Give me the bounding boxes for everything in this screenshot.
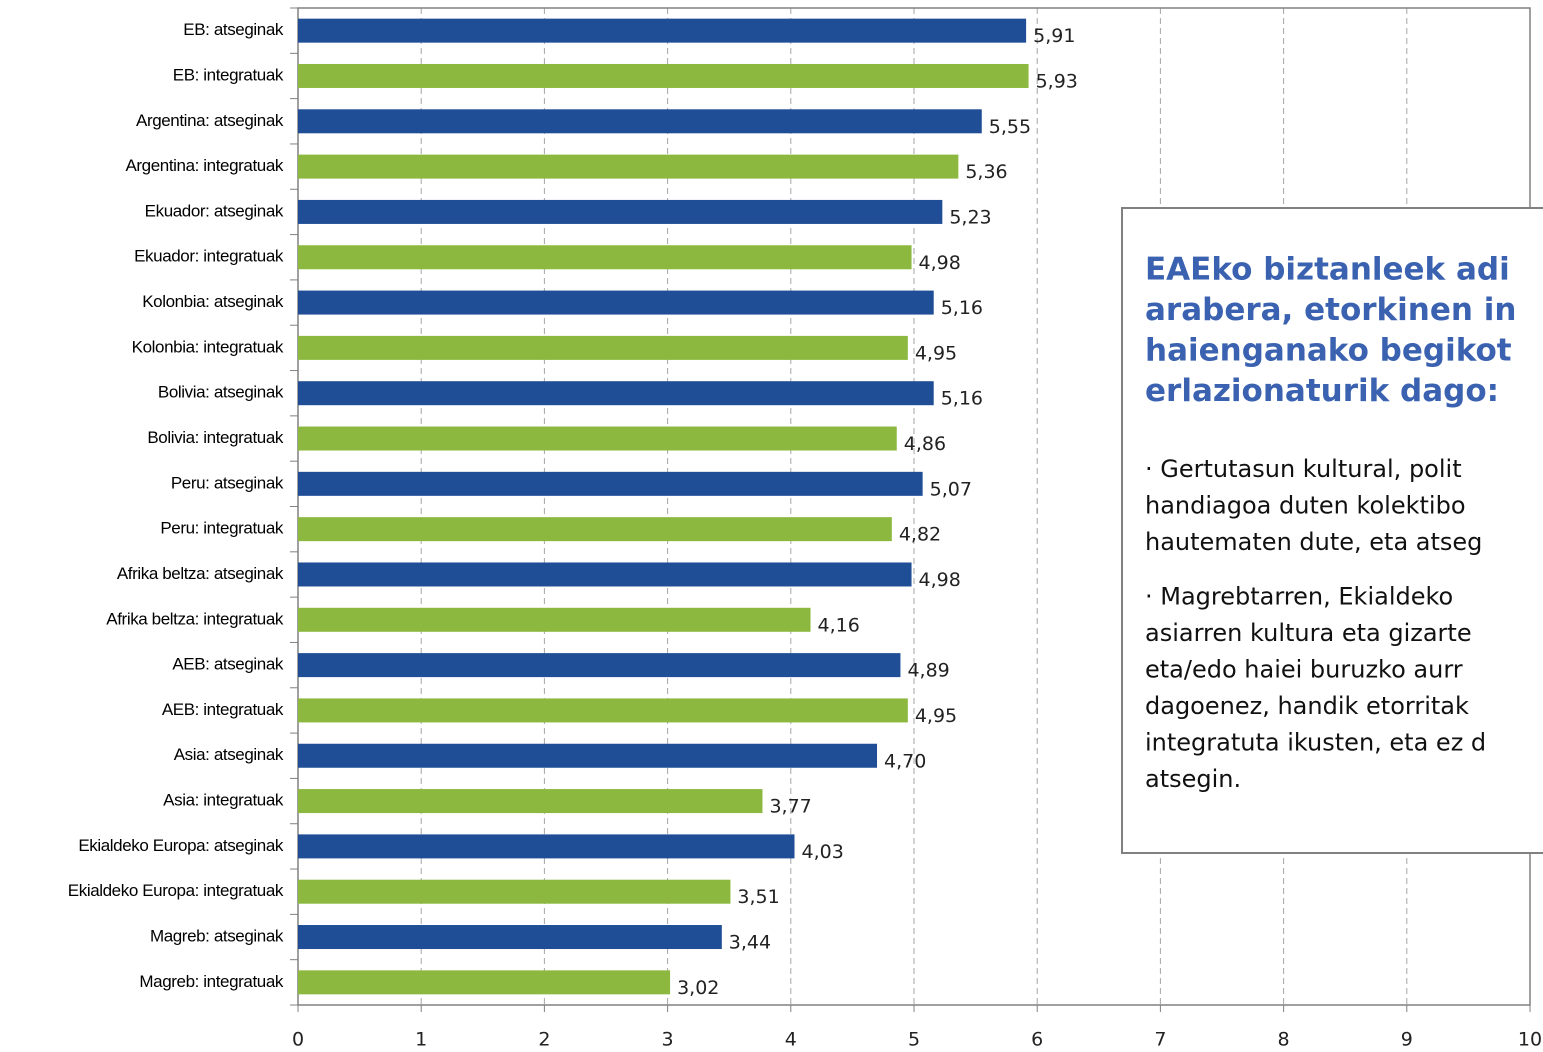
bar: [298, 970, 671, 995]
value-label: 5,93: [1036, 70, 1078, 92]
x-tick-label: 2: [538, 1029, 550, 1051]
y-tick-label: AEB: integratuak: [162, 700, 284, 719]
bar: [298, 834, 795, 859]
y-tick-label: Peru: atseginak: [171, 473, 284, 492]
annotation-text: dagoenez, handik etorritak: [1145, 692, 1469, 720]
y-tick-label: Bolivia: atseginak: [158, 383, 284, 402]
bar: [298, 109, 982, 134]
x-tick-label: 8: [1278, 1029, 1290, 1051]
y-tick-label: Asia: integratuak: [163, 791, 284, 810]
x-tick-label: 5: [908, 1029, 920, 1051]
annotation-text: atsegin.: [1145, 765, 1241, 793]
y-tick-label: Peru: integratuak: [160, 519, 284, 538]
bar: [298, 743, 878, 768]
bar: [298, 199, 943, 224]
bar: [298, 154, 959, 179]
y-tick-label: Ekialdeko Europa: atseginak: [78, 836, 284, 855]
bar: [298, 562, 912, 587]
value-label: 4,95: [915, 705, 957, 727]
value-label: 4,98: [919, 569, 961, 591]
y-tick-label: Ekialdeko Europa: integratuak: [68, 881, 284, 900]
annotation-text: integratuta ikusten, eta ez d: [1145, 729, 1486, 757]
x-tick-label: 3: [662, 1029, 674, 1051]
y-tick-label: Asia: atseginak: [174, 745, 284, 764]
annotation-text: eta/edo haiei buruzko aurr: [1145, 656, 1463, 684]
annotation-text: asiarren kultura eta gizarte: [1145, 619, 1472, 647]
bar: [298, 879, 731, 904]
value-label: 4,03: [801, 841, 843, 863]
annotation-text: handiagoa duten kolektibo: [1145, 492, 1466, 520]
value-label: 4,89: [907, 660, 949, 682]
annotation-text: · Magrebtarren, Ekialdeko: [1145, 583, 1453, 611]
y-tick-label: Afrika beltza: atseginak: [117, 564, 284, 583]
value-label: 5,16: [941, 388, 983, 410]
y-tick-label: Afrika beltza: integratuak: [106, 609, 284, 628]
x-tick-label: 10: [1518, 1029, 1542, 1051]
annotation-title: haienganako begikot: [1145, 333, 1512, 369]
value-label: 4,98: [919, 252, 961, 274]
value-label: 5,23: [949, 206, 991, 228]
x-tick-label: 6: [1031, 1029, 1043, 1051]
y-tick-label: EB: integratuak: [173, 65, 284, 84]
bar: [298, 426, 897, 451]
value-label: 3,77: [769, 796, 811, 818]
y-tick-label: AEB: atseginak: [172, 655, 284, 674]
y-tick-label: Kolonbia: atseginak: [142, 292, 284, 311]
value-label: 5,07: [930, 478, 972, 500]
bar: [298, 653, 901, 678]
y-tick-label: Bolivia: integratuak: [147, 428, 284, 447]
bar: [298, 381, 934, 406]
value-label: 3,51: [737, 886, 779, 908]
bar: [298, 698, 908, 723]
bar: [298, 471, 923, 496]
y-tick-label: Argentina: atseginak: [136, 111, 284, 130]
y-tick-label: EB: atseginak: [183, 20, 284, 39]
bar: [298, 335, 908, 360]
y-tick-label: Argentina: integratuak: [125, 156, 283, 175]
y-tick-label: Magreb: integratuak: [139, 972, 283, 991]
value-label: 5,16: [941, 297, 983, 319]
y-tick-label: Magreb: atseginak: [150, 927, 284, 946]
bar: [298, 607, 811, 632]
annotation-title: arabera, etorkinen in: [1145, 292, 1516, 328]
value-label: 3,02: [677, 977, 719, 999]
bar: [298, 18, 1027, 43]
x-tick-label: 0: [292, 1029, 304, 1051]
value-label: 4,16: [818, 614, 860, 636]
x-tick-label: 1: [415, 1029, 427, 1051]
x-tick-label: 4: [785, 1029, 797, 1051]
bar: [298, 789, 763, 814]
y-tick-label: Ekuador: integratuak: [134, 247, 284, 266]
bar: [298, 63, 1029, 88]
value-label: 5,91: [1033, 25, 1075, 47]
value-label: 4,70: [884, 750, 926, 772]
value-label: 3,44: [729, 932, 771, 954]
bar: [298, 245, 912, 270]
x-tick-label: 9: [1401, 1029, 1413, 1051]
annotation-box: [1121, 207, 1543, 854]
value-label: 5,55: [989, 116, 1031, 138]
x-tick-label: 7: [1154, 1029, 1166, 1051]
y-tick-label: Ekuador: atseginak: [145, 201, 284, 220]
bar: [298, 925, 722, 950]
bar: [298, 517, 892, 542]
annotation-text: hautematen dute, eta atseg: [1145, 528, 1482, 556]
annotation-text: · Gertutasun kultural, polit: [1145, 455, 1462, 483]
value-label: 5,36: [965, 161, 1007, 183]
annotation-title: erlazionaturik dago:: [1145, 373, 1499, 409]
bar: [298, 290, 934, 315]
y-tick-label: Kolonbia: integratuak: [132, 337, 284, 356]
value-label: 4,82: [899, 524, 941, 546]
value-label: 4,95: [915, 342, 957, 364]
annotation-title: EAEko biztanleek adi: [1145, 252, 1510, 288]
value-label: 4,86: [904, 433, 946, 455]
